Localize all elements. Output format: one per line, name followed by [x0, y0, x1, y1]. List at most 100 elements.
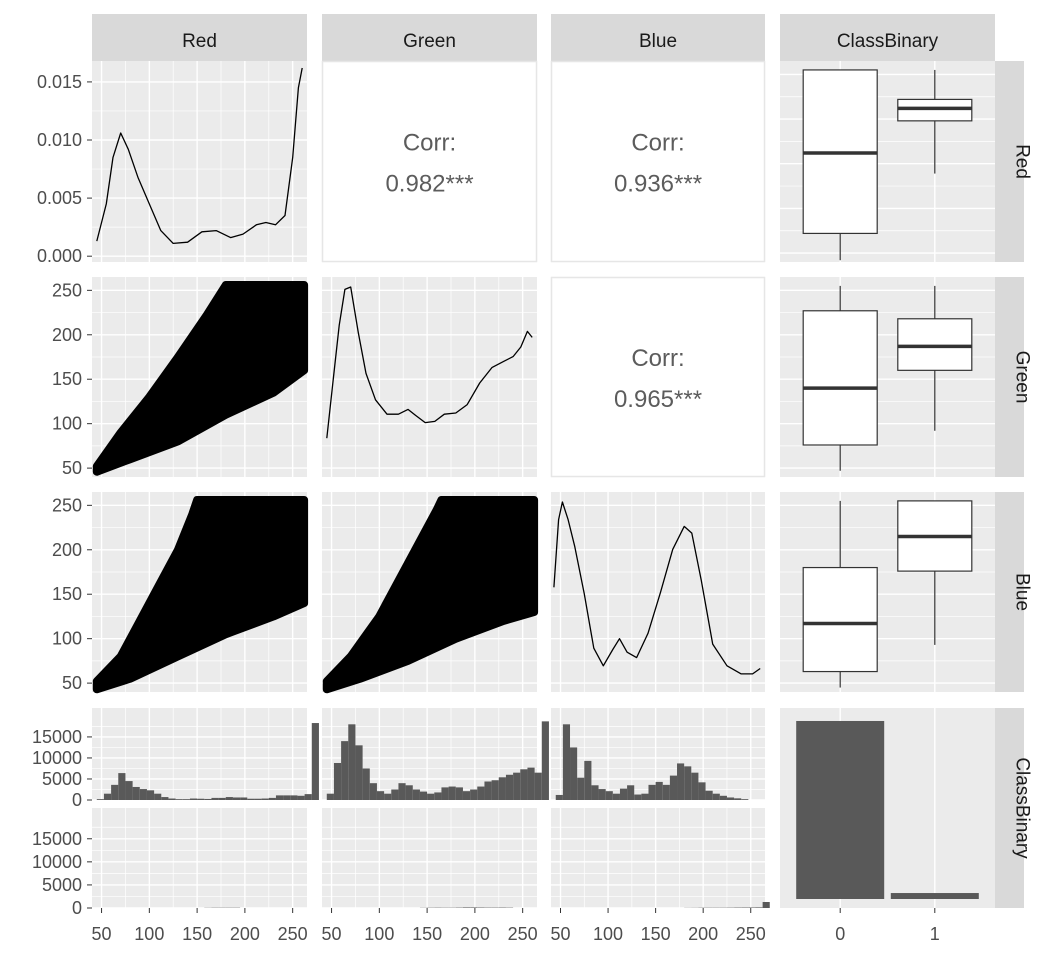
histogram-bar	[462, 791, 471, 800]
y-tick-label: 0	[72, 790, 82, 810]
histogram-bar	[669, 775, 678, 800]
histogram-bar	[520, 769, 528, 800]
panel-background	[92, 61, 307, 262]
histogram-bar	[268, 797, 276, 800]
histogram-bar	[419, 791, 428, 800]
corr-value: 0.936***	[614, 171, 702, 198]
histogram-bar	[154, 793, 162, 800]
histogram-bar	[541, 721, 549, 800]
histogram-bar	[384, 793, 392, 800]
histogram-bar	[648, 784, 656, 800]
histogram-bar	[118, 773, 126, 800]
strip-right-label: Blue	[1012, 573, 1033, 611]
strip-top-label: Red	[182, 31, 217, 52]
histogram-bar	[605, 791, 613, 800]
x-tick-label: 100	[593, 924, 623, 944]
box-body	[802, 310, 878, 446]
histogram-bar	[641, 793, 649, 800]
strip-right-red	[995, 61, 1024, 262]
y-tick-label: 10000	[32, 852, 82, 872]
histogram-bar	[712, 793, 720, 800]
histogram-bar	[355, 745, 363, 800]
histogram-bar	[484, 781, 492, 800]
y-tick-label: 5000	[42, 769, 82, 789]
corr-panel	[321, 60, 538, 263]
x-tick-label: 1	[930, 924, 940, 944]
histogram-bar	[304, 794, 312, 800]
y-tick-label: 200	[52, 540, 82, 560]
histogram-bar	[182, 799, 190, 800]
y-tick-label: 0	[72, 898, 82, 918]
x-tick-label: 100	[134, 924, 164, 944]
y-tick-label: 50	[62, 673, 82, 693]
histogram-bar	[513, 772, 521, 800]
top-strip-labels: Red Green Blue ClassBinary	[92, 14, 995, 61]
strip-top-classbinary	[780, 14, 995, 61]
histogram-bar	[677, 763, 685, 800]
x-tick-label: 100	[364, 924, 394, 944]
histogram-bar	[598, 789, 606, 800]
histogram-bar	[261, 798, 269, 800]
strip-top-label: Green	[403, 31, 456, 52]
box-body	[897, 98, 973, 122]
y-tick-label: 250	[52, 495, 82, 515]
histogram-bar	[232, 797, 241, 800]
histogram-bar	[376, 791, 385, 800]
y-tick-label: 100	[52, 629, 82, 649]
density-line	[326, 286, 533, 439]
y-tick-label: 100	[52, 414, 82, 434]
strip-top-label: Blue	[639, 31, 677, 52]
right-strip-labels: Red Green Blue ClassBinary	[995, 61, 1033, 908]
box-body	[897, 318, 973, 371]
y-tick-label: 0.005	[37, 188, 82, 208]
histogram-bar	[577, 777, 585, 800]
density-line	[96, 67, 303, 245]
y-tick-label: 0.000	[37, 246, 82, 266]
x-tick-label: 0	[835, 924, 845, 944]
class-bar	[890, 893, 979, 899]
histogram-bar	[412, 789, 420, 800]
histogram-bar	[175, 799, 183, 800]
x-tick-label: 50	[550, 924, 570, 944]
histogram-bar	[111, 784, 119, 800]
histogram-bar	[391, 789, 399, 800]
strip-right-label: Green	[1012, 351, 1033, 404]
corr-label: Corr:	[403, 130, 456, 157]
histogram-bar	[527, 767, 535, 800]
histogram-bar	[505, 774, 514, 800]
strip-top-red	[92, 14, 307, 61]
strip-right-label: Red	[1012, 144, 1033, 179]
histogram-bar	[462, 907, 471, 908]
histogram-bar	[434, 792, 442, 800]
histogram-bar	[326, 793, 334, 800]
strip-top-green	[322, 14, 537, 61]
histogram-bar	[333, 762, 342, 800]
x-tick-label: 150	[182, 924, 212, 944]
histogram-bar	[705, 790, 713, 800]
histogram-bar	[362, 768, 370, 800]
histogram-bar	[477, 786, 485, 800]
histogram-bar	[247, 798, 255, 800]
x-tick-label: 200	[688, 924, 718, 944]
strip-right-blue	[995, 492, 1024, 692]
corr-panel	[550, 60, 766, 263]
histogram-bar	[655, 781, 663, 800]
x-tick-label: 50	[322, 924, 342, 944]
histogram-bar	[455, 787, 463, 800]
x-tick-label: 250	[508, 924, 538, 944]
histogram-bar	[168, 798, 176, 800]
histogram-bar	[290, 795, 298, 800]
histogram-bar	[634, 794, 642, 800]
box-body	[802, 566, 878, 673]
histogram-bar	[562, 724, 571, 800]
scatter-points	[92, 496, 309, 694]
histogram-bar	[448, 786, 456, 800]
x-tick-label: 250	[278, 924, 308, 944]
histogram-bar	[161, 797, 169, 800]
histogram-bar	[211, 797, 219, 800]
histogram-bar	[197, 798, 205, 800]
y-tick-label: 5000	[42, 875, 82, 895]
x-tick-label: 150	[412, 924, 442, 944]
strip-right-green	[995, 277, 1024, 477]
